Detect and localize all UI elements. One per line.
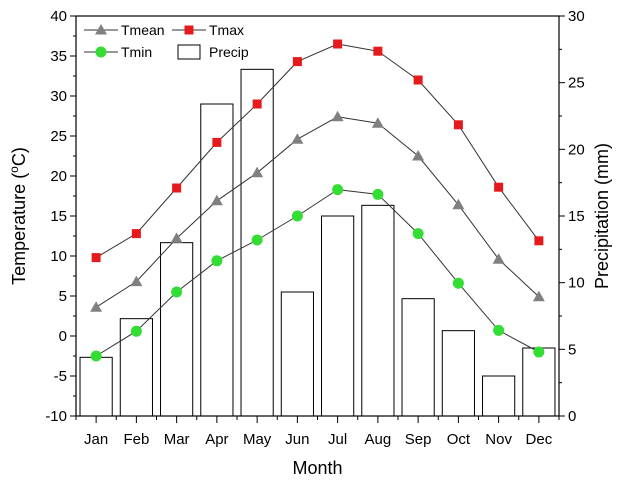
- y-tick-label: 25: [50, 128, 67, 145]
- point-tmax-nov: [494, 182, 504, 192]
- point-tmax-apr: [212, 137, 222, 147]
- x-tick-label: Feb: [123, 431, 149, 448]
- point-tmean-jun: [291, 133, 304, 144]
- point-tmin-dec: [533, 346, 545, 358]
- line-tmean: [95, 116, 540, 308]
- precip-bar-jan: [79, 356, 113, 417]
- point-tmax-feb: [131, 229, 141, 239]
- y2-tick-label: 10: [568, 275, 585, 292]
- legend-marker-tmin: [95, 46, 107, 58]
- x-tick-label: Oct: [447, 431, 471, 448]
- point-tmean-nov: [492, 253, 505, 264]
- x-tick-label: Dec: [526, 431, 553, 448]
- y-tick-label: 15: [50, 208, 67, 225]
- axes: -10 -5 0 5 10 15 20 25 30 35 40 0 5 10 15 20 25 30 Jan Feb M…: [45, 8, 584, 448]
- precip-bar-jun: [280, 291, 314, 417]
- point-tmean-jan: [90, 301, 103, 312]
- y-tick-label: 40: [50, 8, 67, 25]
- point-tmax-oct: [453, 120, 463, 130]
- point-tmax-sep: [413, 75, 423, 85]
- y-tick-label: -10: [45, 408, 67, 425]
- y-tick-label: 35: [50, 48, 67, 65]
- point-tmin-aug: [372, 188, 384, 200]
- point-tmean-dec: [532, 290, 545, 302]
- y-tick-label: 20: [50, 168, 67, 185]
- y-tick-label: 10: [50, 248, 67, 265]
- y2-tick-label: 25: [568, 75, 585, 92]
- y-axis-title-unit: C): [9, 147, 29, 166]
- line-tmax: [95, 43, 540, 259]
- x-tick-label: Jun: [285, 431, 309, 448]
- precip-bar-oct: [441, 330, 475, 417]
- y-tick-label: -5: [54, 368, 67, 385]
- y-tick-label: 30: [50, 88, 67, 105]
- precip-bar-aug: [361, 204, 395, 417]
- point-tmean-mar: [170, 232, 183, 243]
- precip-bar-jul: [321, 215, 355, 417]
- x-tick-label: Nov: [485, 431, 512, 448]
- x-tick-label: Aug: [365, 431, 392, 448]
- x-tick-label: Mar: [164, 431, 190, 448]
- temperature-lines: [90, 39, 545, 362]
- legend-label-tmin: Tmin: [121, 44, 152, 60]
- point-tmax-jun: [292, 57, 302, 67]
- legend-label-tmean: Tmean: [121, 22, 165, 38]
- y-axis-title-text: Temperature (: [9, 173, 29, 285]
- point-tmin-nov: [493, 324, 505, 336]
- legend-marker-tmax: [184, 25, 194, 35]
- precip-bar-sep: [401, 298, 435, 417]
- point-tmean-jul: [331, 110, 344, 122]
- x-tick-label: Jan: [84, 431, 108, 448]
- y2-tick-label: 20: [568, 141, 585, 158]
- point-tmean-sep: [412, 150, 425, 161]
- point-tmax-dec: [534, 236, 544, 246]
- y2-tick-label: 15: [568, 208, 585, 225]
- precip-bars: [79, 68, 556, 417]
- point-tmin-jun: [291, 210, 303, 222]
- x-tick-label: Apr: [205, 431, 228, 448]
- point-tmax-mar: [172, 183, 182, 193]
- precip-bar-nov: [482, 375, 516, 417]
- legend-marker-tmean: [95, 24, 107, 35]
- legend-label-tmax: Tmax: [209, 22, 244, 38]
- point-tmin-jul: [332, 184, 344, 196]
- point-tmin-sep: [412, 228, 424, 240]
- point-tmin-mar: [171, 286, 183, 298]
- point-tmax-jul: [333, 39, 343, 49]
- x-axis-title: Month: [292, 458, 342, 478]
- y2-tick-label: 0: [568, 408, 576, 425]
- x-tick-label: May: [243, 431, 272, 448]
- legend: Tmean Tmax Tmin Precip: [84, 22, 249, 60]
- point-tmax-may: [252, 99, 262, 109]
- y2-axis-title: Precipitation (mm): [592, 143, 612, 289]
- point-tmean-apr: [210, 194, 223, 206]
- point-tmax-aug: [373, 46, 383, 56]
- point-tmin-feb: [130, 325, 142, 337]
- point-tmean-feb: [130, 275, 143, 287]
- point-tmean-oct: [452, 198, 465, 210]
- point-tmin-jan: [90, 350, 102, 362]
- legend-swatch-precip: [177, 44, 201, 60]
- legend-label-precip: Precip: [209, 44, 249, 60]
- y-axis-title-superscript: o: [7, 166, 21, 173]
- point-tmin-apr: [211, 255, 223, 267]
- precip-bar-mar: [160, 242, 194, 417]
- point-tmax-jan: [91, 253, 101, 263]
- precip-bar-dec: [522, 347, 556, 417]
- point-tmin-may: [251, 234, 263, 246]
- point-tmin-oct: [452, 277, 464, 289]
- y2-tick-label: 30: [568, 8, 585, 25]
- y2-tick-label: 5: [568, 341, 576, 358]
- y-axis-title: Temperature (oC): [7, 147, 29, 285]
- x-tick-label: Jul: [328, 431, 347, 448]
- point-tmean-aug: [371, 117, 384, 128]
- x-tick-label: Sep: [405, 431, 432, 448]
- y-tick-label: 5: [59, 288, 67, 305]
- point-tmean-may: [251, 166, 264, 178]
- y-tick-label: 0: [59, 328, 67, 345]
- line-tmin: [95, 189, 540, 357]
